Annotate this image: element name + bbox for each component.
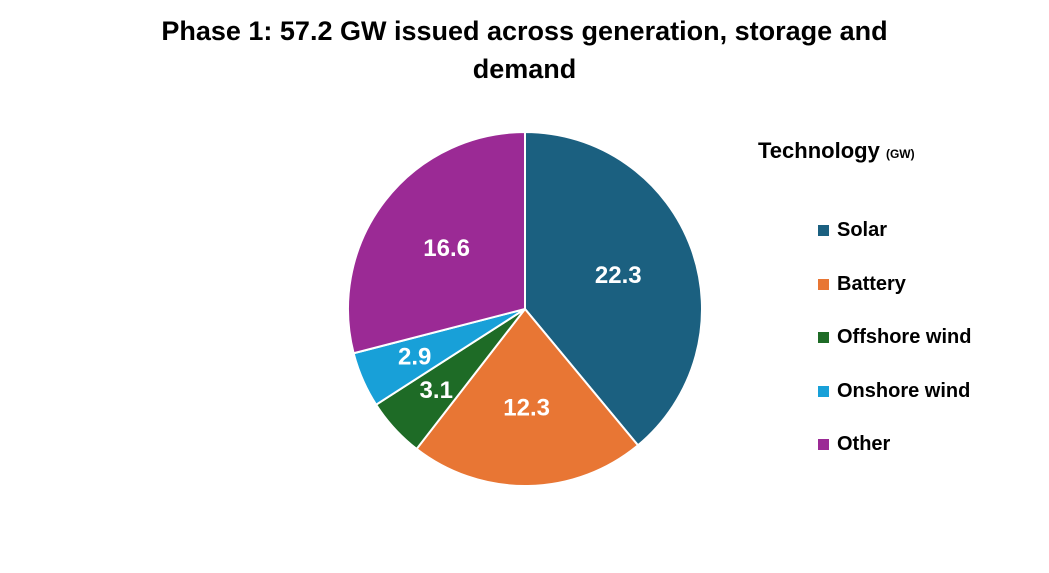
data-label-other: 16.6 xyxy=(423,235,470,262)
legend-swatch xyxy=(818,278,829,290)
legend-item-onshore-wind: Onshore wind xyxy=(818,365,1038,419)
legend-label: Solar xyxy=(837,219,888,242)
legend-label: Other xyxy=(837,433,891,456)
legend-label: Onshore wind xyxy=(837,379,971,402)
legend-title: Technology (GW) xyxy=(758,138,1038,164)
chart-title-line-1: Phase 1: 57.2 GW issued across generatio… xyxy=(161,16,888,46)
legend-items: Solar Battery Offshore wind Onshore wind Oth… xyxy=(758,204,1038,472)
chart-title-line-2: demand xyxy=(472,54,577,84)
data-label-solar: 22.3 xyxy=(595,262,642,289)
pie-slice-solar xyxy=(524,130,703,447)
legend-swatch xyxy=(818,225,829,237)
legend-swatch xyxy=(818,439,829,451)
data-label-battery: 12.3 xyxy=(503,395,550,422)
data-label-onshore-wind: 2.9 xyxy=(398,344,431,371)
legend-title-unit: (GW) xyxy=(885,147,915,161)
pie-slice-battery xyxy=(415,307,640,487)
legend-item-offshore-wind: Offshore wind xyxy=(818,311,1038,365)
legend-item-solar: Solar xyxy=(818,204,1038,258)
legend: Technology (GW) Solar Battery Offshore win… xyxy=(758,138,1038,472)
legend-item-battery: Battery xyxy=(818,258,1038,312)
chart-title: Phase 1: 57.2 GW issued across generatio… xyxy=(0,12,1049,88)
legend-item-other: Other xyxy=(818,418,1038,472)
legend-label: Offshore wind xyxy=(837,326,972,349)
legend-swatch xyxy=(818,332,829,344)
legend-title-text: Technology xyxy=(758,138,880,163)
pie-slice-other xyxy=(347,130,526,355)
legend-swatch xyxy=(818,385,829,397)
legend-label: Battery xyxy=(837,272,906,295)
data-label-offshore-wind: 3.1 xyxy=(420,377,453,404)
